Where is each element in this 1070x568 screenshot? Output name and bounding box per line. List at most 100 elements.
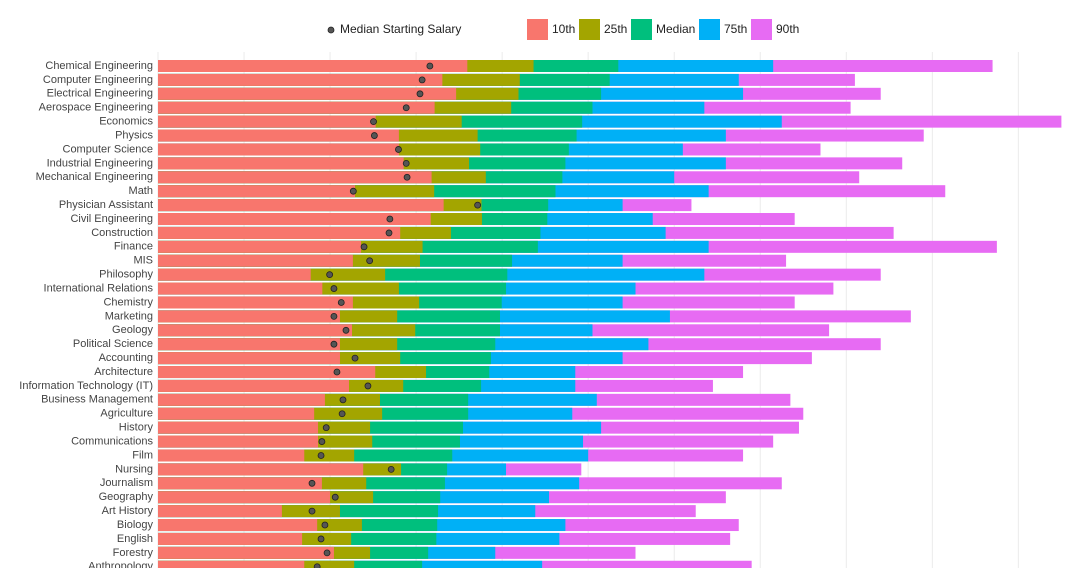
y-tick-label: Agriculture: [100, 408, 153, 420]
bar: [158, 213, 431, 226]
bar: [158, 324, 353, 337]
bar: [158, 87, 457, 100]
marker: [323, 549, 331, 557]
bar: [158, 199, 444, 212]
y-tick-label: Communications: [71, 435, 153, 447]
bar: [158, 282, 323, 295]
marker: [308, 479, 316, 487]
bar: [158, 463, 364, 476]
bar: [158, 310, 340, 323]
y-tick-label: Computer Engineering: [43, 74, 153, 86]
bar: [158, 560, 305, 568]
marker: [349, 187, 357, 195]
y-tick-label: Electrical Engineering: [47, 88, 153, 100]
y-tick-label: Art History: [102, 505, 154, 517]
legend-swatch: [751, 19, 772, 40]
y-tick-label: Geography: [99, 491, 154, 503]
legend-swatch: [579, 19, 600, 40]
legend-label: 90th: [776, 22, 799, 36]
marker: [364, 382, 372, 390]
bar: [158, 240, 362, 253]
legend-swatch: [631, 19, 652, 40]
marker: [360, 243, 368, 251]
marker: [403, 173, 411, 181]
y-tick-label: Philosophy: [99, 269, 153, 281]
marker: [385, 229, 393, 237]
marker: [331, 493, 339, 501]
marker: [416, 90, 424, 98]
bar: [158, 477, 322, 490]
marker: [333, 368, 341, 376]
y-tick-label: Architecture: [94, 366, 153, 378]
marker: [402, 104, 410, 112]
legend-swatch: [699, 19, 720, 40]
legend-label: Median Starting Salary: [340, 22, 461, 36]
marker: [351, 354, 359, 362]
bar: [158, 185, 356, 198]
bar: [158, 449, 305, 462]
marker: [474, 201, 482, 209]
bar: [158, 505, 282, 518]
marker: [370, 132, 378, 139]
y-tick-label: Anthropology: [88, 561, 153, 568]
marker: [308, 507, 316, 515]
marker: [330, 285, 338, 292]
y-tick-label: Journalism: [100, 477, 153, 489]
bar: [158, 546, 334, 559]
bar: [158, 254, 353, 267]
marker: [338, 410, 346, 418]
bar: [158, 115, 376, 128]
y-tick-label: Chemical Engineering: [45, 60, 153, 72]
bar: [158, 101, 435, 114]
bar: [158, 268, 311, 281]
y-tick-label: History: [119, 422, 154, 434]
y-tick-label: Film: [132, 449, 153, 461]
bar: [158, 143, 399, 156]
y-tick-label: Computer Science: [63, 143, 154, 155]
y-tick-label: Geology: [112, 324, 153, 336]
y-tick-label: International Relations: [44, 282, 154, 294]
bar: [158, 366, 376, 379]
bar: [158, 352, 340, 365]
bar: [158, 60, 468, 72]
bar: [158, 226, 401, 239]
y-tick-label: English: [117, 533, 153, 545]
marker: [395, 146, 402, 153]
y-tick-label: Economics: [99, 116, 153, 128]
y-tick-label: Construction: [91, 227, 153, 239]
y-tick-label: Aerospace Engineering: [39, 102, 153, 114]
y-tick-label: Finance: [114, 241, 153, 253]
y-tick-label: Industrial Engineering: [47, 157, 153, 169]
marker: [330, 312, 338, 320]
bar: [158, 491, 331, 504]
marker: [317, 452, 325, 459]
y-tick-label: Physics: [115, 129, 153, 141]
marker: [330, 340, 338, 348]
marker: [342, 326, 350, 334]
y-tick-label: Physician Assistant: [59, 199, 153, 211]
y-tick-label: Biology: [117, 519, 154, 531]
marker: [366, 257, 374, 265]
legend-label: 10th: [552, 22, 575, 36]
bar: [158, 379, 350, 392]
y-tick-label: Marketing: [105, 310, 153, 322]
bar: [158, 393, 325, 406]
legend-swatch: [527, 19, 548, 40]
marker: [418, 76, 426, 84]
y-tick-label: Business Management: [41, 394, 153, 406]
marker: [402, 159, 410, 167]
marker: [387, 465, 395, 473]
marker: [313, 563, 321, 568]
bar: [158, 532, 303, 545]
bar: [158, 519, 318, 532]
marker: [322, 424, 330, 432]
y-tick-label: Nursing: [115, 463, 153, 475]
marker: [370, 118, 377, 126]
bar: [158, 338, 340, 351]
bar: [158, 73, 443, 86]
marker: [317, 535, 325, 543]
bar: [158, 407, 315, 420]
marker: [318, 438, 326, 445]
marker: [339, 396, 347, 404]
